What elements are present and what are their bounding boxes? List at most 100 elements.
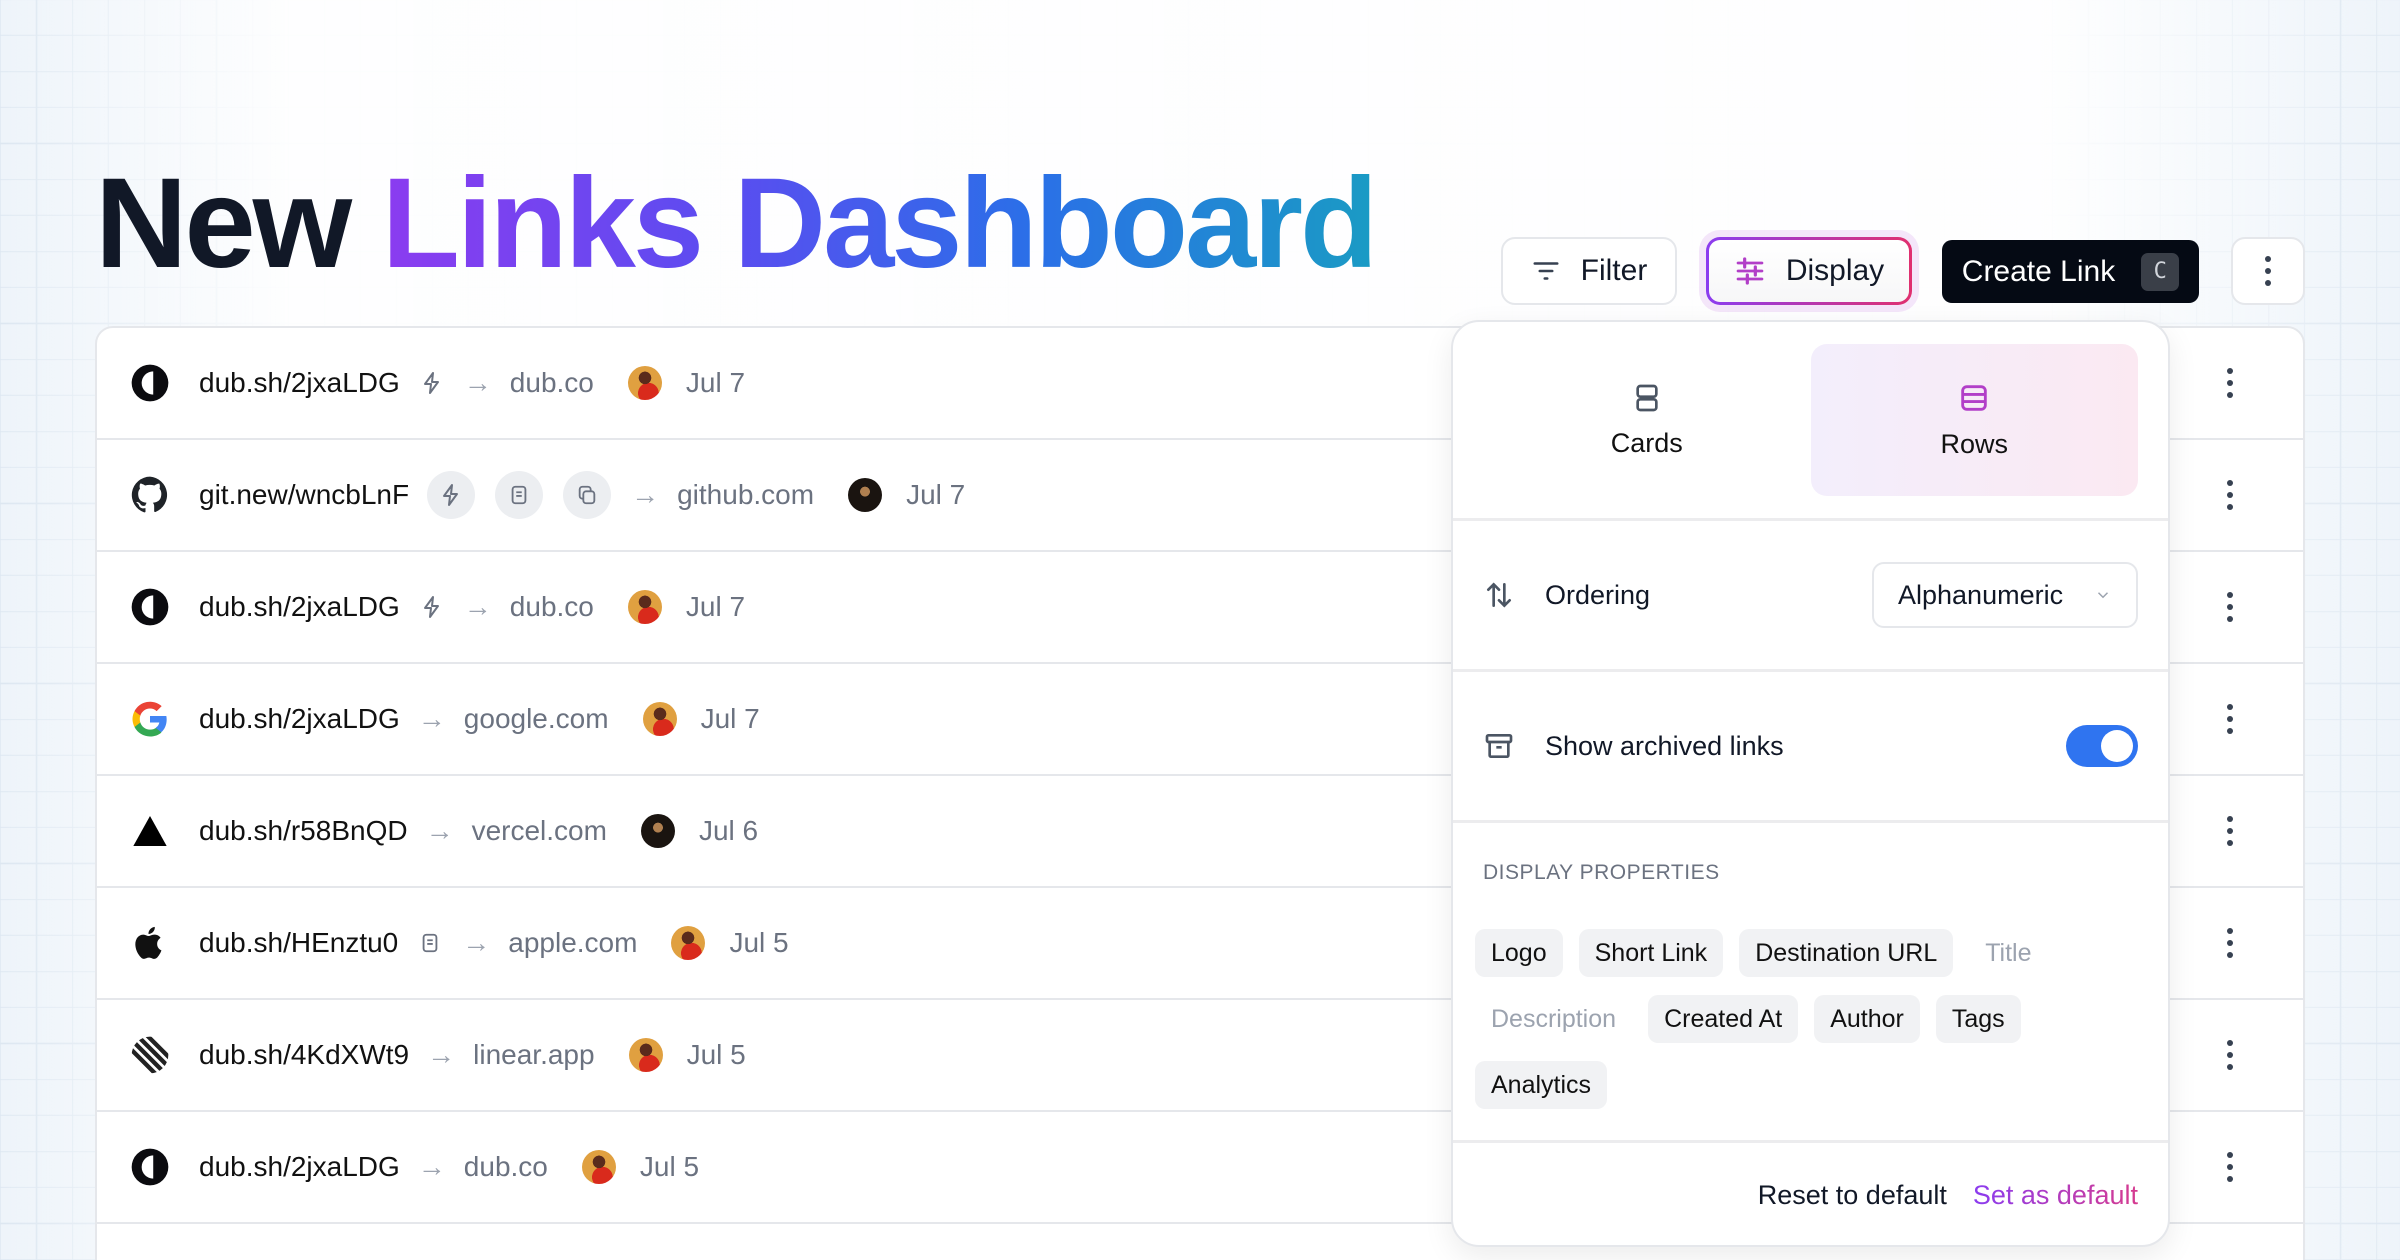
- destination-url[interactable]: github.com: [677, 479, 815, 510]
- link-row[interactable]: dub.sh/2jxaLDG → dub.co Jul 7: [97, 328, 2303, 440]
- apple-logo-icon: [129, 922, 171, 964]
- destination-url[interactable]: vercel.com: [471, 815, 607, 846]
- author-avatar: [642, 702, 677, 736]
- link-row[interactable]: dub.sh/2jxaLDG → dub.co Jul 5: [97, 1112, 2303, 1224]
- link-row[interactable]: dub.sh/r58BnQD → vercel.com Jul 6: [97, 776, 2303, 888]
- property-chip[interactable]: Description: [1491, 1004, 1617, 1033]
- bolt-icon[interactable]: [427, 471, 476, 519]
- created-date: Jul 7: [700, 703, 760, 734]
- filter-label: Filter: [1580, 254, 1648, 287]
- sliders-icon: [1736, 257, 1764, 285]
- view-rows[interactable]: Rows: [1810, 344, 2138, 496]
- row-kebab-icon[interactable]: [2227, 816, 2233, 846]
- title-gradient-text: Links Dashboard: [381, 152, 1378, 295]
- set-default-button[interactable]: Set as default: [1972, 1180, 2138, 1210]
- more-options-button[interactable]: [2231, 237, 2305, 305]
- note-icon[interactable]: [495, 471, 544, 519]
- reset-default-button[interactable]: Reset to default: [1757, 1180, 1947, 1210]
- note-icon: [416, 929, 444, 957]
- popover-footer: Reset to default Set as default: [1453, 1143, 2168, 1248]
- archived-toggle[interactable]: [2066, 725, 2138, 767]
- view-cards[interactable]: Cards: [1483, 344, 1811, 496]
- property-chip[interactable]: Short Link: [1578, 929, 1724, 977]
- vercel-logo-icon: [129, 810, 171, 852]
- cards-icon: [1636, 384, 1658, 411]
- property-chip[interactable]: Title: [1985, 938, 2032, 967]
- short-link[interactable]: dub.sh/2jxaLDG: [199, 1151, 400, 1182]
- link-row[interactable]: dub.sh/HEnztu0 → apple.com Jul 5: [97, 888, 2303, 1000]
- created-date: Jul 5: [639, 1151, 700, 1182]
- author-avatar: [640, 814, 675, 848]
- destination-url[interactable]: dub.co: [463, 1151, 548, 1182]
- row-kebab-icon[interactable]: [2227, 928, 2233, 958]
- arrow-right-icon: →: [631, 479, 660, 510]
- filter-icon: [1533, 262, 1559, 280]
- short-link[interactable]: dub.sh/4KdXWt9: [199, 1039, 410, 1070]
- property-chip[interactable]: Tags: [1935, 995, 2021, 1043]
- rows-icon: [1961, 384, 1987, 411]
- dub-logo-icon: [129, 1146, 171, 1188]
- filter-button[interactable]: Filter: [1501, 237, 1677, 305]
- dub-logo-icon: [129, 362, 171, 404]
- section-heading: DISPLAY PROPERTIES: [1483, 861, 1720, 884]
- link-row[interactable]: dub.sh/2jxaLDG → google.com Jul 7: [97, 664, 2303, 776]
- row-kebab-icon[interactable]: [2227, 592, 2233, 622]
- author-avatar: [627, 366, 662, 400]
- arrow-right-icon: →: [425, 815, 454, 846]
- display-button[interactable]: Display: [1706, 237, 1912, 305]
- dub-logo-icon: [129, 586, 171, 628]
- destination-url[interactable]: apple.com: [508, 927, 638, 958]
- short-link[interactable]: dub.sh/2jxaLDG: [199, 367, 400, 398]
- short-link[interactable]: dub.sh/2jxaLDG: [199, 591, 400, 622]
- display-popover: Cards Rows Ordering Alphanumeric Show ar…: [1451, 320, 2170, 1247]
- arrow-right-icon: →: [463, 367, 492, 398]
- short-link[interactable]: dub.sh/HEnztu0: [199, 927, 399, 958]
- display-label: Display: [1785, 254, 1885, 287]
- row-kebab-icon[interactable]: [2227, 480, 2233, 510]
- archive-icon: [1485, 734, 1513, 758]
- author-avatar: [581, 1150, 616, 1184]
- destination-url[interactable]: google.com: [463, 703, 609, 734]
- short-link[interactable]: git.new/wncbLnF: [199, 479, 410, 510]
- ordering-value: Alphanumeric: [1898, 579, 2064, 610]
- row-kebab-icon[interactable]: [2227, 704, 2233, 734]
- row-kebab-icon[interactable]: [2227, 1152, 2233, 1182]
- author-avatar: [671, 926, 706, 960]
- chevron-down-icon: [2097, 592, 2109, 599]
- destination-url[interactable]: dub.co: [509, 367, 594, 398]
- archived-row: Show archived links: [1453, 672, 2168, 823]
- ordering-row: Ordering Alphanumeric: [1453, 521, 2168, 672]
- github-logo-icon: [129, 474, 171, 516]
- property-chip[interactable]: Analytics: [1475, 1061, 1608, 1109]
- copy-icon[interactable]: [563, 471, 612, 519]
- property-chip[interactable]: Destination URL: [1739, 929, 1954, 977]
- author-avatar: [627, 590, 662, 624]
- short-link[interactable]: dub.sh/r58BnQD: [199, 815, 408, 846]
- google-logo-icon: [129, 698, 171, 740]
- create-link-button[interactable]: Create Link C: [1942, 240, 2199, 303]
- link-row[interactable]: dub.sh/2jxaLDG → dub.co Jul 7: [97, 552, 2303, 664]
- link-row[interactable]: dub.sh/4KdXWt9 → linear.app Jul 5: [97, 1000, 2303, 1112]
- author-avatar: [628, 1038, 663, 1072]
- bolt-icon: [418, 369, 446, 397]
- arrow-right-icon: →: [427, 1039, 456, 1070]
- sort-arrows-icon: [1487, 582, 1511, 608]
- row-kebab-icon[interactable]: [2227, 1040, 2233, 1070]
- created-date: Jul 7: [906, 479, 966, 510]
- destination-url[interactable]: dub.co: [509, 591, 594, 622]
- keyboard-shortcut: C: [2141, 252, 2180, 291]
- property-chip[interactable]: Author: [1814, 995, 1920, 1043]
- display-properties: DISPLAY PROPERTIES Logo Short Link Destina…: [1453, 823, 2168, 1143]
- destination-url[interactable]: linear.app: [473, 1039, 595, 1070]
- property-chip[interactable]: Created At: [1648, 995, 1799, 1043]
- ordering-select[interactable]: Alphanumeric: [1872, 562, 2138, 628]
- title-word: New: [95, 152, 352, 295]
- row-kebab-icon[interactable]: [2227, 368, 2233, 398]
- property-chip[interactable]: Logo: [1475, 929, 1563, 977]
- short-link[interactable]: dub.sh/2jxaLDG: [199, 703, 400, 734]
- link-row[interactable]: git.new/wncbLnF → github.com Jul 7: [97, 440, 2303, 552]
- view-switcher: Cards Rows: [1453, 322, 2168, 521]
- arrow-right-icon: →: [463, 591, 492, 622]
- created-date: Jul 6: [698, 815, 759, 846]
- kebab-icon: [2265, 256, 2271, 286]
